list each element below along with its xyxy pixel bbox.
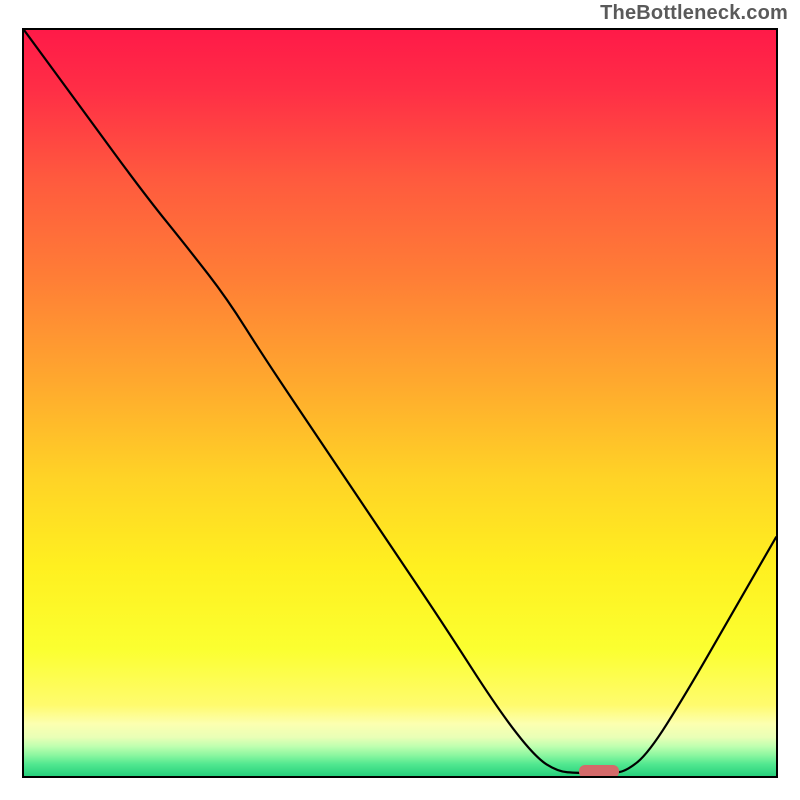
chart-container: TheBottleneck.com	[0, 0, 800, 800]
optimal-marker	[579, 765, 619, 778]
plot-area	[24, 30, 776, 776]
watermark-text: TheBottleneck.com	[600, 2, 788, 25]
bottleneck-curve	[24, 30, 776, 776]
